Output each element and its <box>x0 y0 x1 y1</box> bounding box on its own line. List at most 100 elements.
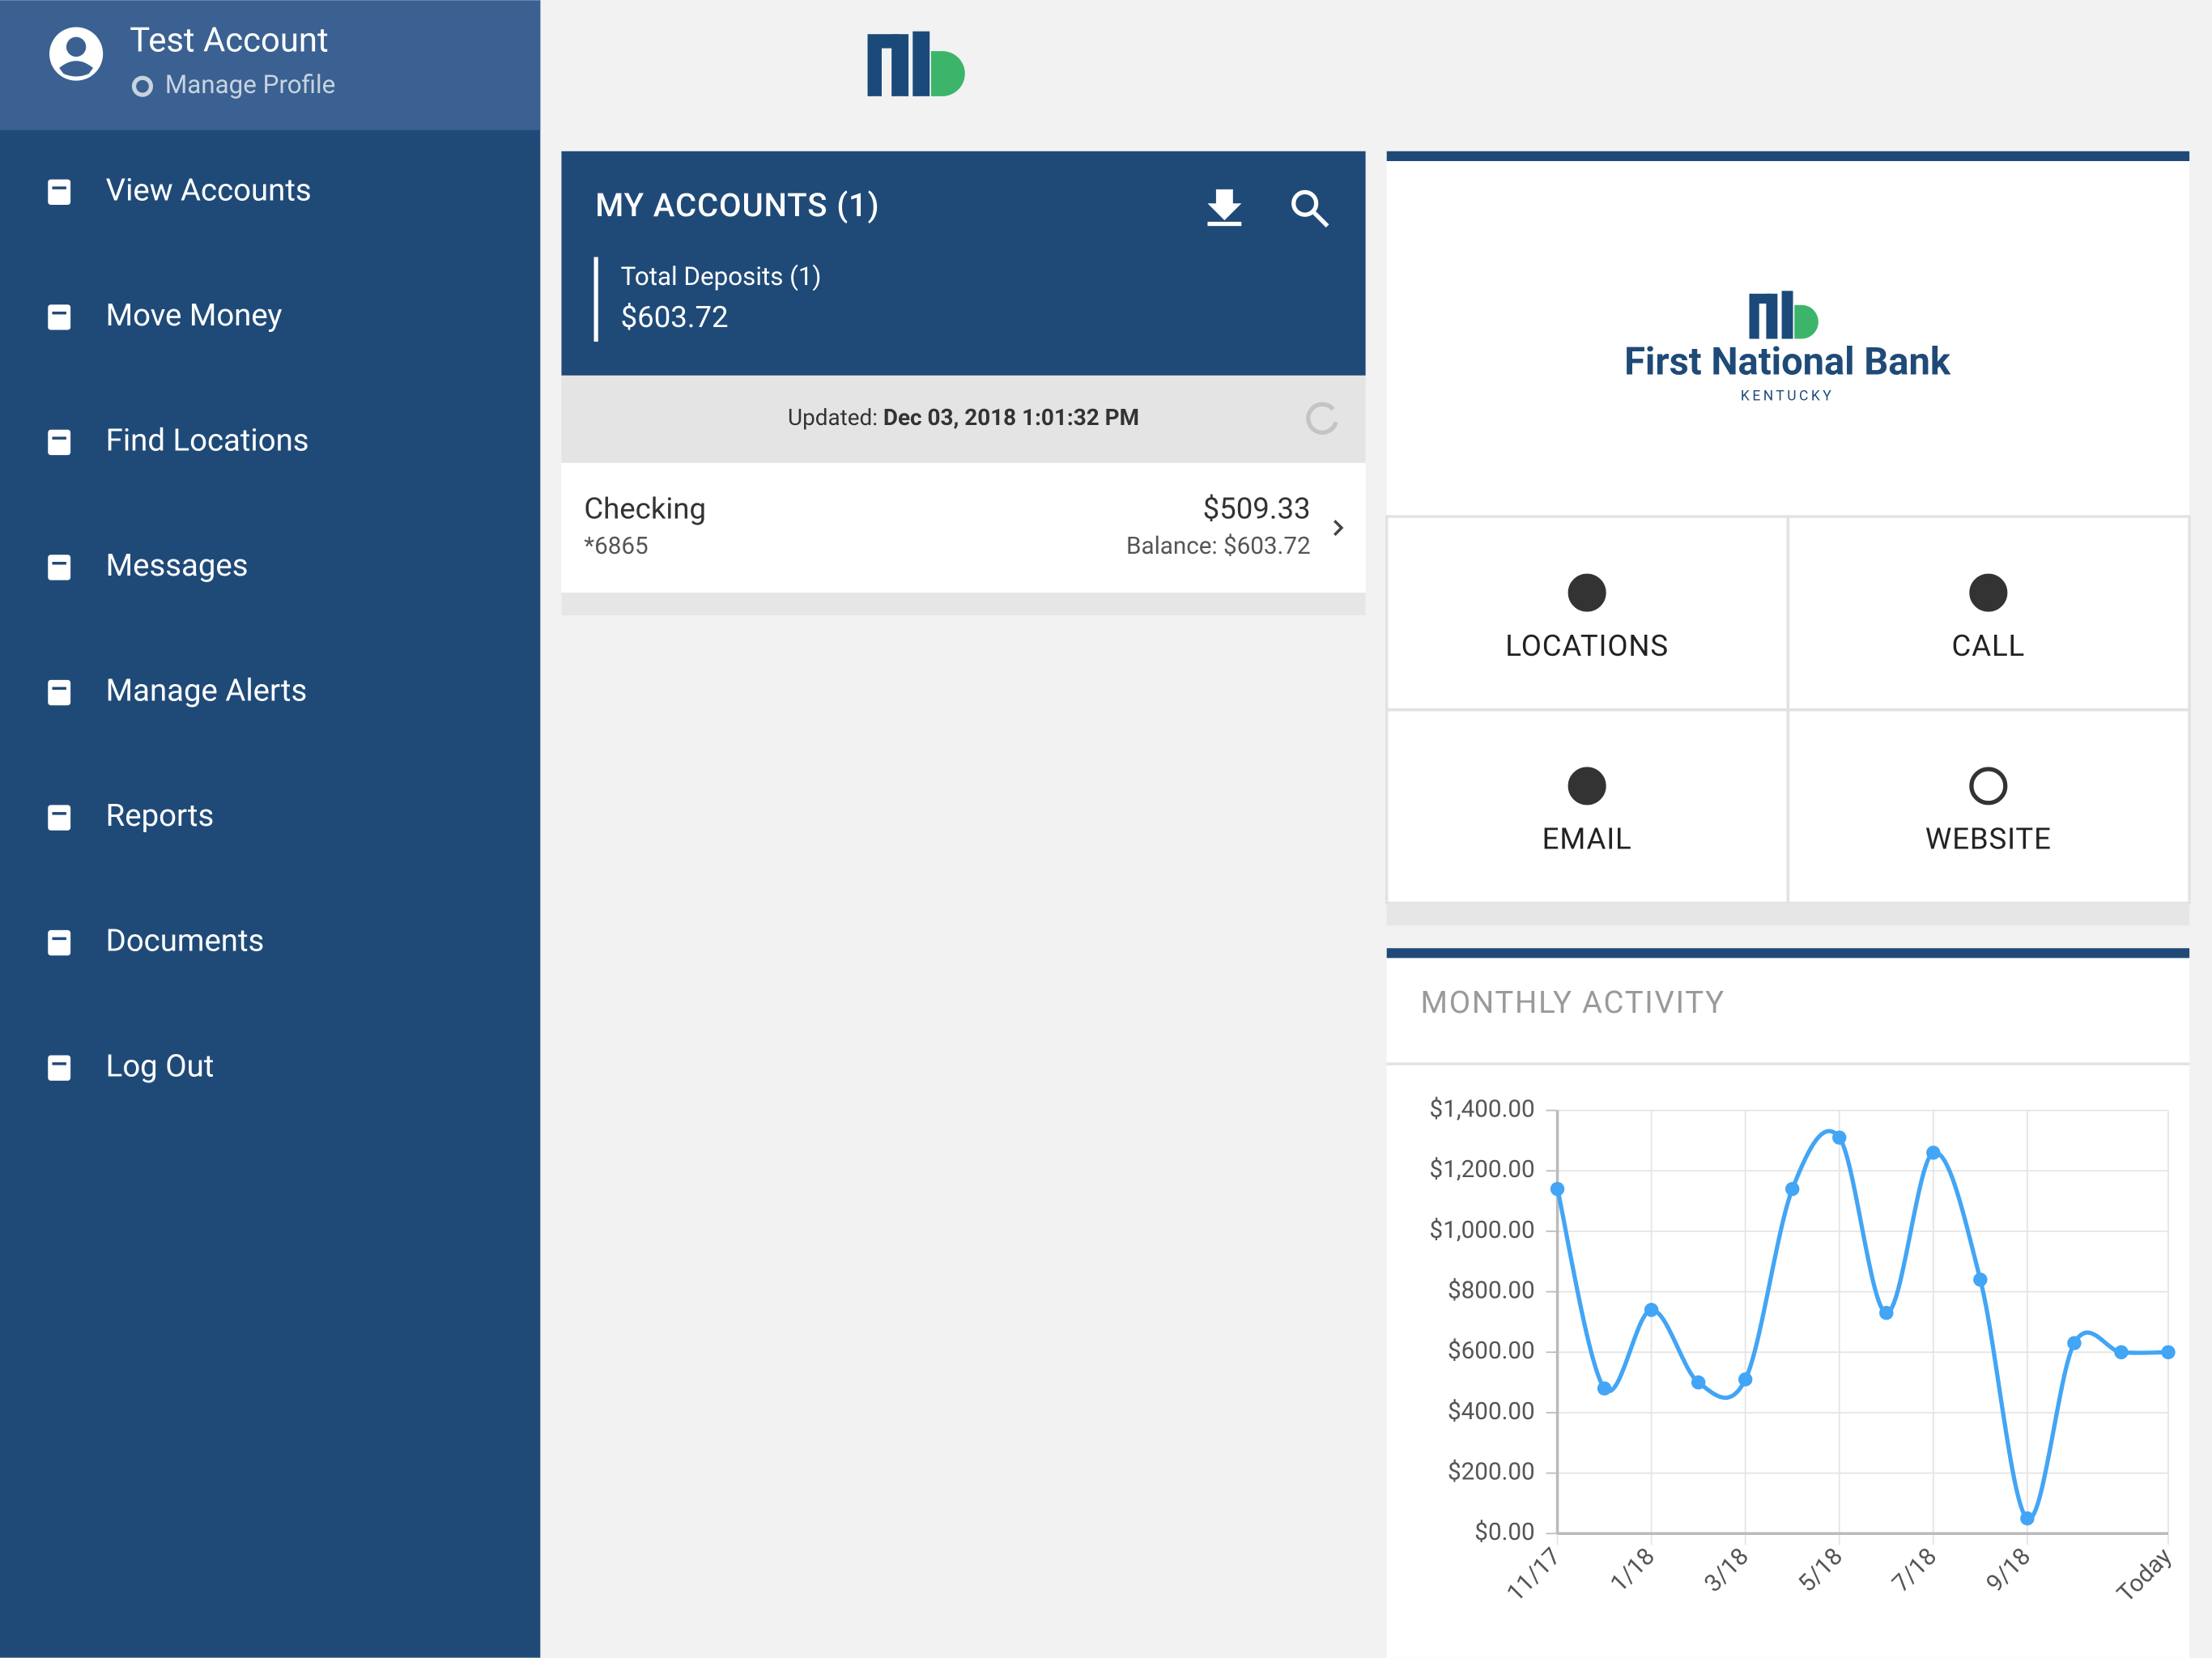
menu-item[interactable]: Move Money <box>48 297 283 334</box>
menu-label: Log Out <box>106 1048 215 1084</box>
point <box>1550 1181 1565 1197</box>
point <box>1832 1130 1847 1145</box>
action-cell <box>1385 515 1790 712</box>
menu-icon-detail <box>52 436 66 440</box>
action-label: LOCATIONS <box>1505 628 1669 663</box>
menu-icon <box>48 555 71 580</box>
menu-icon-detail <box>52 812 66 815</box>
refresh-button[interactable] <box>1306 402 1338 435</box>
menu-icon-detail <box>52 937 66 941</box>
menu-label: Documents <box>106 923 265 959</box>
action-button[interactable]: EMAIL <box>1385 708 1790 905</box>
point <box>2161 1345 2176 1359</box>
point <box>1691 1375 1706 1390</box>
account-row[interactable] <box>561 462 1366 593</box>
point <box>1785 1181 1800 1197</box>
account-amount: $509.33 <box>1203 491 1311 526</box>
action-button[interactable]: CALL <box>1786 515 2191 712</box>
menu-icon-detail <box>52 687 66 691</box>
updated-bar <box>561 375 1366 463</box>
action-cell <box>1786 515 2191 712</box>
action-icon <box>1969 767 2008 806</box>
action-cell <box>1786 708 2191 905</box>
logo <box>867 31 965 96</box>
menu-label: Messages <box>106 547 249 584</box>
menu-item[interactable]: Manage Alerts <box>48 673 307 709</box>
manage-profile-link[interactable]: Manage Profile <box>165 70 335 100</box>
y-tick-label: $0.00 <box>1474 1519 1534 1546</box>
menu-item[interactable]: Reports <box>48 797 214 834</box>
menu-icon <box>48 1055 71 1081</box>
sidebar <box>0 0 541 1658</box>
point <box>1738 1372 1753 1387</box>
y-tick-label: $400.00 <box>1448 1398 1535 1426</box>
action-button[interactable]: LOCATIONS <box>1385 515 1790 712</box>
actions: LOCATIONS CALL EMAIL WEBSITE <box>1385 515 2191 905</box>
card-footer <box>561 593 1366 616</box>
search-button[interactable] <box>1291 189 1329 227</box>
bank-name: First National Bank <box>1624 339 1951 384</box>
updated-text: Updated: Dec 03, 2018 1:01:32 PM <box>788 404 1139 431</box>
menu-icon <box>48 805 71 831</box>
bank-state: KENTUCKY <box>1741 389 1834 405</box>
menu-label: Reports <box>106 797 215 834</box>
menu-icon <box>48 679 71 706</box>
account-balance: Balance: $603.72 <box>1126 533 1311 560</box>
updated-time: Dec 03, 2018 1:01:32 PM <box>883 404 1139 431</box>
point <box>2067 1336 2082 1350</box>
total-value: $603.72 <box>621 300 729 334</box>
total-label: Total Deposits (1) <box>621 261 822 291</box>
menu-icon-detail <box>52 561 66 565</box>
menu-icon-detail <box>52 186 66 189</box>
chart-card <box>1386 958 2190 1658</box>
point <box>2114 1345 2129 1359</box>
total-divider <box>593 257 598 342</box>
accounts-title: MY ACCOUNTS (1) <box>595 186 879 224</box>
account-name: Checking <box>584 491 706 526</box>
avatar-head <box>66 36 87 57</box>
download-button[interactable] <box>1207 189 1242 227</box>
point <box>1597 1381 1612 1396</box>
action-icon <box>1568 573 1606 612</box>
point <box>1879 1306 1894 1320</box>
menu-item[interactable]: Log Out <box>48 1048 214 1084</box>
card-footer <box>1386 903 2190 926</box>
action-label: CALL <box>1952 628 2026 663</box>
chart-title: MONTHLY ACTIVITY <box>1421 984 1725 1021</box>
point <box>2020 1511 2035 1526</box>
menu-label: Find Locations <box>106 423 309 459</box>
menu-item[interactable]: Messages <box>48 547 249 584</box>
menu-icon-detail <box>52 311 66 315</box>
y-tick-label: $1,400.00 <box>1430 1095 1535 1123</box>
accounts-header <box>561 151 1366 376</box>
menu-label: View Accounts <box>106 172 312 208</box>
y-tick-label: $1,000.00 <box>1430 1217 1535 1244</box>
y-tick-label: $200.00 <box>1448 1458 1535 1486</box>
action-icon <box>1568 767 1606 806</box>
point <box>1926 1146 1941 1160</box>
point <box>1644 1303 1659 1317</box>
menu-icon <box>48 179 71 206</box>
menu-item[interactable]: Find Locations <box>48 423 309 459</box>
chevron <box>1334 520 1344 536</box>
menu: View Accounts Move Money Find Locations Mes… <box>48 172 312 1084</box>
menu-item[interactable]: Documents <box>48 923 264 959</box>
menu-icon <box>48 429 71 456</box>
point <box>1973 1272 1988 1287</box>
updated-label: Updated: <box>788 404 878 431</box>
action-label: WEBSITE <box>1925 821 2052 856</box>
bank-card-border <box>1386 151 2190 161</box>
bank-logo <box>1749 291 1819 339</box>
profile-name: Test Account <box>130 21 328 61</box>
menu-icon <box>48 929 71 956</box>
y-tick-label: $800.00 <box>1448 1277 1535 1304</box>
menu-label: Move Money <box>106 297 283 334</box>
menu-item[interactable]: View Accounts <box>48 172 312 208</box>
action-button[interactable]: WEBSITE <box>1786 708 2191 905</box>
menu-icon <box>48 304 71 330</box>
y-tick-label: $600.00 <box>1448 1337 1535 1365</box>
action-icon <box>1969 573 2008 612</box>
account-number: *6865 <box>584 533 648 560</box>
